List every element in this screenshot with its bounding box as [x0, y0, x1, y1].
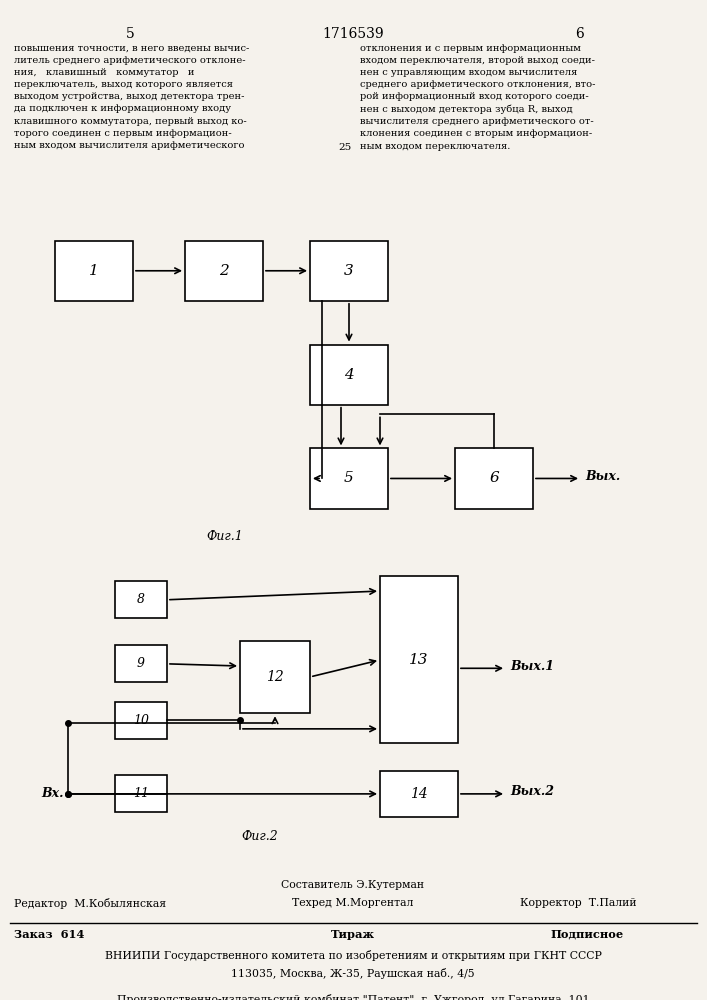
Bar	[115, 775, 167, 812]
Text: Тираж: Тираж	[331, 929, 375, 940]
Text: 3: 3	[344, 264, 354, 278]
Bar	[310, 241, 388, 301]
Text: 1716539: 1716539	[322, 27, 384, 41]
Text: Фиг.2: Фиг.2	[242, 830, 279, 843]
Text: Вых.: Вых.	[585, 470, 620, 483]
Text: 25: 25	[339, 143, 351, 152]
Text: 6: 6	[489, 471, 499, 485]
Bar	[310, 345, 388, 405]
Text: 5: 5	[344, 471, 354, 485]
Bar	[115, 702, 167, 739]
Bar	[380, 771, 458, 817]
Text: ВНИИПИ Государственного комитета по изобретениям и открытиям при ГКНТ СССР: ВНИИПИ Государственного комитета по изоб…	[105, 950, 602, 961]
Bar	[55, 241, 133, 301]
Text: Составитель Э.Кутерман: Составитель Э.Кутерман	[281, 880, 425, 890]
Text: Фиг.1: Фиг.1	[206, 530, 243, 543]
Bar	[310, 448, 388, 509]
Text: 2: 2	[219, 264, 229, 278]
Text: Заказ  614: Заказ 614	[14, 929, 84, 940]
Text: 10: 10	[133, 714, 149, 727]
Text: Корректор  Т.Палий: Корректор Т.Палий	[520, 898, 636, 908]
Text: повышения точности, в него введены вычис-
литель среднего арифметического отклон: повышения точности, в него введены вычис…	[14, 44, 250, 150]
Text: 14: 14	[410, 787, 428, 801]
Text: Подписное: Подписное	[550, 929, 623, 940]
Text: 113035, Москва, Ж-35, Раушская наб., 4/5: 113035, Москва, Ж-35, Раушская наб., 4/5	[231, 968, 475, 979]
Text: 9: 9	[137, 657, 145, 670]
Text: 6: 6	[575, 27, 585, 41]
Text: Вых.2: Вых.2	[510, 785, 554, 798]
Bar	[115, 581, 167, 618]
Text: отклонения и с первым информационным
входом переключателя, второй выход соеди-
н: отклонения и с первым информационным вхо…	[360, 44, 595, 151]
Text: 13: 13	[409, 653, 428, 667]
Bar	[185, 241, 263, 301]
Text: Производственно-издательский комбинат "Патент", г. Ужгород, ул.Гагарина, 101: Производственно-издательский комбинат "П…	[117, 994, 590, 1000]
Bar	[240, 641, 310, 713]
Text: 11: 11	[133, 787, 149, 800]
Text: 1: 1	[89, 264, 99, 278]
Bar	[115, 645, 167, 682]
Bar	[380, 576, 458, 743]
Text: 12: 12	[266, 670, 284, 684]
Text: Вых.1: Вых.1	[510, 660, 554, 673]
Text: Редактор  М.Кобылянская: Редактор М.Кобылянская	[14, 898, 166, 909]
Text: Вх.: Вх.	[42, 787, 64, 800]
Text: 4: 4	[344, 368, 354, 382]
Text: Техред М.Моргентал: Техред М.Моргентал	[292, 898, 414, 908]
Text: 5: 5	[126, 27, 134, 41]
Text: 8: 8	[137, 593, 145, 606]
Bar	[455, 448, 533, 509]
